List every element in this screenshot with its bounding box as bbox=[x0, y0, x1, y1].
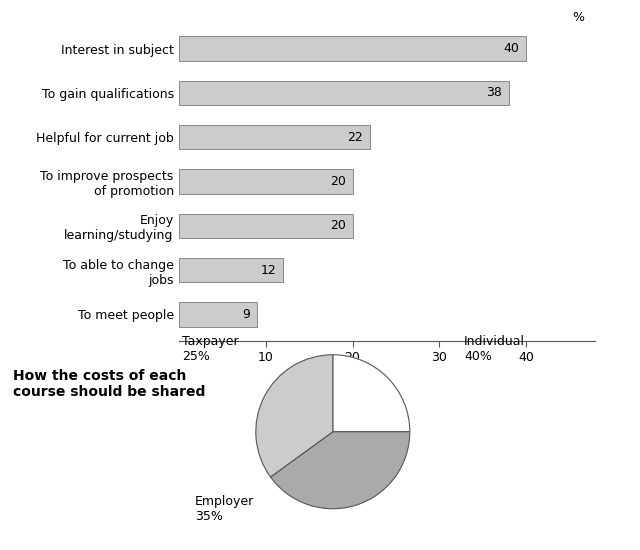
Text: 40: 40 bbox=[503, 42, 519, 55]
Bar bbox=[179, 36, 526, 61]
Bar bbox=[179, 125, 370, 150]
Wedge shape bbox=[271, 432, 410, 509]
Text: 20: 20 bbox=[330, 219, 346, 232]
Text: How the costs of each
course should be shared: How the costs of each course should be s… bbox=[13, 368, 205, 399]
Bar bbox=[179, 169, 353, 194]
Text: 38: 38 bbox=[486, 86, 502, 100]
Bar bbox=[179, 258, 284, 282]
Text: 22: 22 bbox=[347, 131, 363, 144]
Text: 12: 12 bbox=[260, 263, 276, 277]
Wedge shape bbox=[256, 355, 333, 477]
Bar bbox=[179, 81, 509, 105]
Bar bbox=[179, 302, 257, 327]
Text: Individual
40%: Individual 40% bbox=[464, 336, 525, 363]
Text: %: % bbox=[572, 11, 584, 24]
Text: Taxpayer
25%: Taxpayer 25% bbox=[182, 336, 239, 363]
Bar bbox=[179, 213, 353, 238]
Text: Employer
35%: Employer 35% bbox=[195, 495, 255, 522]
Text: 9: 9 bbox=[243, 308, 250, 321]
Text: 20: 20 bbox=[330, 175, 346, 188]
Wedge shape bbox=[333, 355, 410, 432]
